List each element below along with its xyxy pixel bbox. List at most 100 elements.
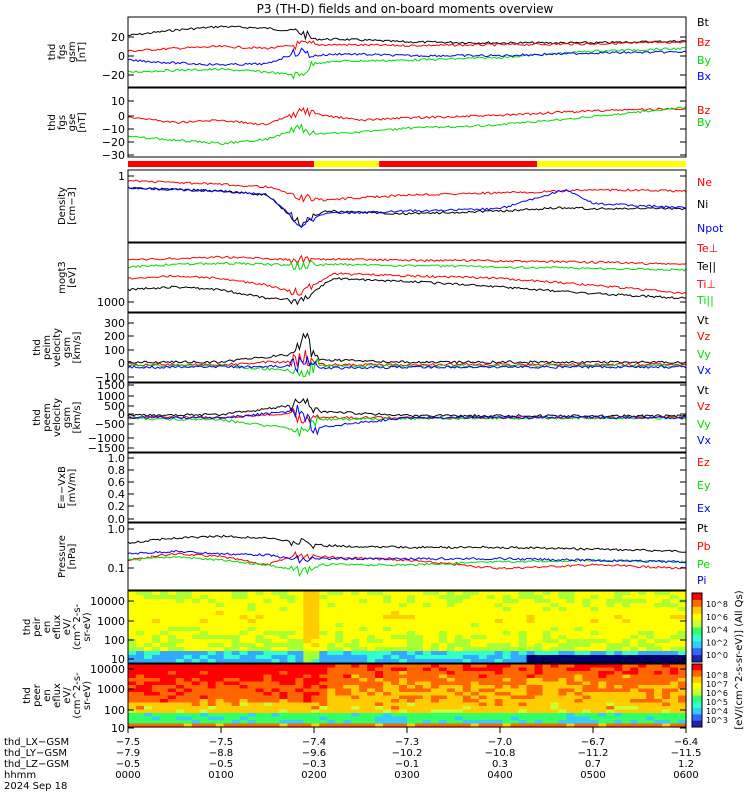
series-line-Vt [127,332,687,365]
y-tick-label: 1000 [97,683,125,696]
spectrogram-cell [446,655,456,660]
colorbar-cell [692,655,702,663]
x-row-label: thd_LX−GSM [4,737,69,748]
spectrogram-cell [630,702,639,707]
spectrogram-cell [606,619,615,624]
spectrogram-cell [438,639,448,644]
spectrogram-cell [598,681,607,686]
spectrogram-cell [247,651,257,656]
spectrogram-cell [502,695,512,700]
spectrogram-cell [614,720,623,725]
spectrogram-cell [422,681,432,686]
spectrogram-cell [343,659,352,664]
spectrogram-cell [638,709,647,714]
spectrogram-cell [375,651,384,656]
spectrogram-cell [303,664,312,669]
spectrogram-cell [191,699,201,704]
spectrogram-cell [678,651,687,656]
spectrogram-cell [319,659,328,664]
spectrogram-cell [343,716,352,721]
spectrogram-cell [454,655,464,660]
spectrogram-cell [638,655,647,660]
spectrogram-cell [558,651,568,656]
spectrogram-cell [542,667,552,672]
spectrogram-cell [510,647,520,652]
spectrogram-cell [207,671,217,676]
spectrogram-cell [303,659,312,664]
spectrogram-cell [566,647,575,652]
spectrogram-cell [414,631,424,636]
spectrogram-cell [438,607,448,612]
spectrogram-cell [255,627,265,632]
spectrogram-cell [566,639,575,644]
spectrogram-cell [255,664,265,669]
spectrogram-cell [279,713,289,718]
spectrogram-cell [311,631,320,636]
spectrogram-cell [191,651,201,656]
spectrogram-cell [303,627,312,632]
spectrogram-cell [399,607,408,612]
spectrogram-cell [207,595,217,600]
spectrogram-cell [207,667,217,672]
y-tick-label: 1 [118,170,125,183]
spectrogram-cell [143,635,153,640]
spectrogram-cell [359,716,368,721]
spectrogram-cell [454,671,464,676]
spectrogram-cell [407,631,416,636]
spectrogram-cell [478,599,488,604]
spectrogram-cell [566,599,575,604]
spectrogram-cell [183,623,193,628]
spectrogram-cell [143,713,153,718]
spectrogram-cell [590,599,599,604]
series-line-Vx [127,404,687,436]
spectrogram-cell [279,603,289,608]
spectrogram-cell [159,716,169,721]
spectrogram-cell [295,723,304,728]
spectrogram-cell [279,623,289,628]
spectrogram-cell [223,631,233,636]
quality-bar-segment [379,161,538,167]
spectrogram-cell [590,699,599,704]
spectrogram-cell [438,678,448,683]
spectrogram-cell [143,591,153,596]
spectrogram-cell [319,619,328,624]
spectrogram-cell [430,619,440,624]
spectrogram-cell [494,674,504,679]
spectrogram-cell [534,664,544,669]
spectrogram-cell [279,591,289,596]
spectrogram-cell [359,695,368,700]
spectrogram-cell [494,651,504,656]
spectrogram-cell [550,615,560,620]
spectrogram-cell [510,699,520,704]
spectrogram-cell [622,655,631,660]
spectrogram-cell [319,706,328,711]
spectrogram-cell [502,591,512,596]
spectrogram-cell [383,647,392,652]
spectrogram-cell [478,619,488,624]
spectrogram-cell [407,678,416,683]
spectrogram-cell [303,695,312,700]
spectrogram-cell [478,651,488,656]
spectrogram-cell [311,667,320,672]
spectrogram-cell [486,655,496,660]
spectrogram-cell [151,667,161,672]
spectrogram-cell [638,639,647,644]
spectrogram-cell [550,591,560,596]
spectrogram-cell [582,647,591,652]
spectrogram-cell [255,671,265,676]
spectrogram-cell [263,671,273,676]
spectrogram-cell [223,599,233,604]
spectrogram-cell [319,716,328,721]
spectrogram-cell [654,631,663,636]
spectrogram-cell [654,611,663,616]
spectrogram-cell [646,631,655,636]
spectrogram-cell [231,674,241,679]
quality-bar [128,161,686,167]
spectrogram-cell [159,699,169,704]
spectrogram-cell [470,692,480,697]
spectrogram-cell [255,674,265,679]
spectrogram-cell [367,699,376,704]
spectrogram-cell [638,603,647,608]
spectrogram-cell [590,692,599,697]
spectrogram-cell [566,692,575,697]
